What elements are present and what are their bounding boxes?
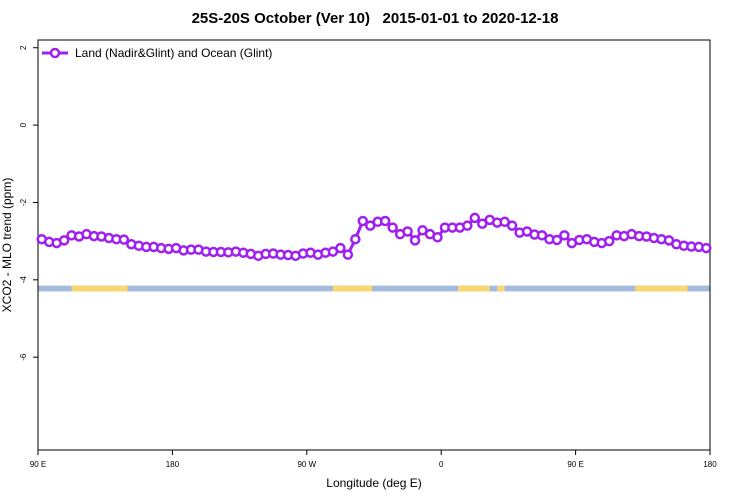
data-point — [118, 234, 130, 245]
series-layer — [36, 212, 712, 262]
legend-marker — [49, 47, 61, 59]
data-point — [350, 233, 361, 245]
legend-label: Land (Nadir&Glint) and Ocean (Glint) — [75, 46, 272, 60]
y-tick-label: -4 — [19, 276, 28, 284]
y-tick-label: -2 — [19, 198, 28, 206]
y-tick-label: 2 — [19, 45, 28, 50]
data-point — [402, 226, 413, 237]
data-point — [506, 220, 518, 231]
legend-box — [39, 41, 289, 65]
data-point — [357, 215, 369, 227]
data-point — [379, 215, 391, 227]
x-axis-ticks: 90 E 180 90 W 0 90 E 180 — [30, 450, 717, 469]
x-tick-label: 90 E — [567, 460, 583, 469]
y-axis-label: XCO2 - MLO trend (ppm) — [0, 177, 14, 313]
data-point — [603, 235, 615, 247]
x-tick-label: 90 E — [30, 460, 46, 469]
data-point — [559, 230, 570, 241]
chart-title: 25S-20S October (Ver 10) 2015-01-01 to 2… — [191, 10, 559, 27]
land-segment — [332, 285, 373, 292]
x-axis-label: Longitude (deg E) — [326, 476, 422, 490]
y-axis-ticks: 2 0 -2 -4 -6 — [19, 45, 38, 361]
data-point — [58, 235, 70, 246]
legend: Land (Nadir&Glint) and Ocean (Glint) — [39, 41, 289, 65]
land-segment — [458, 285, 490, 292]
land-segment — [71, 285, 128, 292]
data-point — [462, 220, 473, 231]
ocean-band — [38, 285, 710, 292]
data-point — [432, 232, 443, 243]
x-tick-label: 180 — [703, 460, 717, 469]
land-segment — [635, 285, 688, 292]
data-point — [409, 235, 421, 246]
x-tick-label: 0 — [439, 460, 444, 469]
x-tick-label: 90 W — [297, 460, 316, 469]
data-point — [551, 234, 563, 246]
land-segment — [497, 285, 505, 292]
data-point — [387, 222, 398, 233]
data-point — [335, 242, 346, 254]
data-point — [469, 212, 481, 224]
y-tick-label: -6 — [19, 353, 28, 361]
y-tick-label: 0 — [19, 122, 28, 127]
data-point — [342, 249, 354, 260]
land-ocean-bar — [38, 285, 710, 292]
x-tick-label: 180 — [166, 460, 180, 469]
data-point — [701, 242, 712, 254]
